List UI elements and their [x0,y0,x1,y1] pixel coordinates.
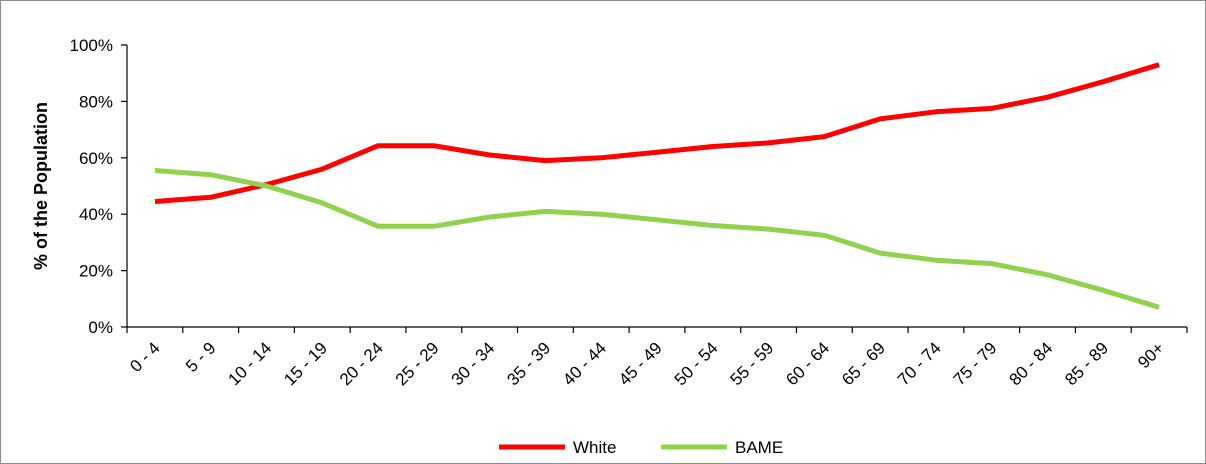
x-tick-label: 35 - 39 [503,338,554,389]
legend-label-white: White [573,438,616,457]
x-tick-label: 70 - 74 [894,338,945,389]
x-tick-label: 15 - 19 [280,338,331,389]
y-tick-label: 40% [79,205,113,224]
x-tick-label: 55 - 59 [727,338,778,389]
y-tick-label: 60% [79,149,113,168]
x-tick-label: 90+ [1134,338,1168,372]
y-axis-title-group: % of the Population [31,102,51,270]
x-tick-label: 10 - 14 [224,338,275,389]
legend: White BAME [499,438,783,457]
series-line-white [154,62,1160,204]
x-tick-label: 85 - 89 [1061,338,1112,389]
x-tick-label: 30 - 34 [448,338,499,389]
series-lines [154,62,1160,310]
x-tick-label: 80 - 84 [1005,338,1056,389]
x-tick-label: 75 - 79 [950,338,1001,389]
y-axis-ticks: 0% 20% 40% 60% 80% 100% [70,36,127,337]
x-tick-label: 65 - 69 [838,338,889,389]
axes [126,45,1187,328]
y-tick-label: 0% [88,318,113,337]
x-tick-label: 45 - 49 [615,338,666,389]
y-tick-label: 100% [70,36,113,55]
y-tick-label: 80% [79,92,113,111]
legend-label-bame: BAME [735,438,783,457]
x-tick-label: 20 - 24 [336,338,387,389]
x-tick-label: 40 - 44 [559,338,610,389]
series-line-bame [154,168,1160,310]
y-axis-title: % of the Population [31,102,51,270]
x-tick-label: 50 - 54 [671,338,722,389]
x-tick-label: 0 - 4 [126,338,163,375]
x-tick-label: 60 - 64 [782,338,833,389]
x-axis-ticks: 0 - 4 5 - 9 10 - 14 15 - 19 20 - 24 25 - 29 30… [126,327,1188,389]
y-tick-label: 20% [79,262,113,281]
x-tick-label: 25 - 29 [392,338,443,389]
x-tick-label: 5 - 9 [182,338,219,375]
